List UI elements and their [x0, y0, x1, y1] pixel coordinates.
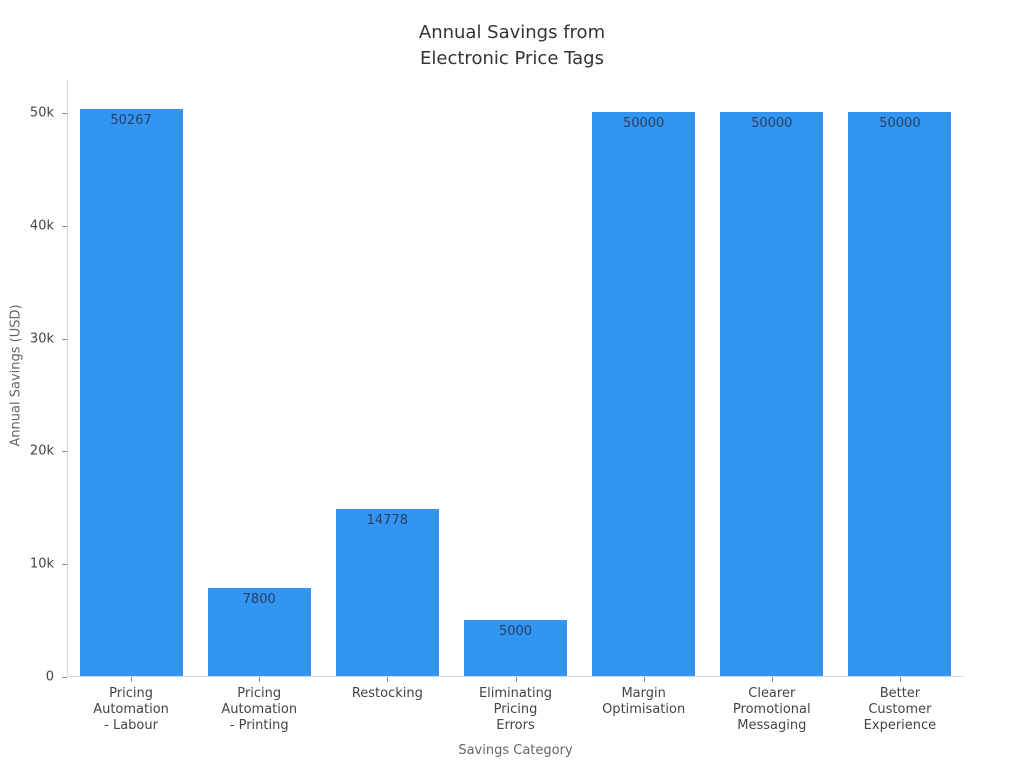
y-axis-line: [67, 80, 68, 677]
bar-value-label: 50000: [879, 116, 921, 131]
y-axis-title: Annual Savings (USD): [8, 304, 24, 447]
x-axis-category-label: Margin Optimisation: [602, 686, 686, 717]
y-axis-tick-label: 20k: [29, 443, 54, 459]
y-axis-tick: [62, 677, 67, 678]
bar: 14778: [335, 509, 439, 676]
bar-value-label: 5000: [498, 623, 533, 639]
y-axis-tick-label: 30k: [29, 331, 54, 347]
y-axis-tick-label: 50k: [29, 105, 54, 121]
y-axis-tick-label: 10k: [29, 556, 54, 572]
x-axis-tick: [899, 677, 901, 682]
x-axis-line: [67, 676, 964, 677]
x-axis-tick: [259, 677, 261, 682]
plot-area: 0 10k 20k 30k 40k 50k 50267 Pricing Automation …: [30, 80, 964, 733]
x-axis-category-label: Eliminating Pricing Errors: [478, 686, 553, 733]
x-axis-tick: [131, 677, 133, 682]
y-axis-tick: [62, 112, 67, 114]
bar-value-label: 14778: [366, 513, 409, 529]
bar: 50000: [720, 112, 824, 676]
bar: 7800: [207, 588, 311, 676]
bar: 50000: [848, 112, 952, 676]
y-axis-tick: [62, 338, 67, 340]
bar-value-label: 50267: [110, 112, 152, 128]
x-axis-tick: [643, 677, 645, 682]
x-axis-tick: [515, 677, 517, 682]
bar-value-label: 7800: [242, 592, 276, 608]
chart-title: Annual Savings from Electronic Price Tag…: [418, 22, 606, 69]
x-axis-category-label: Pricing Automation - Printing: [221, 686, 298, 733]
y-axis-tick: [62, 564, 67, 566]
x-axis-tick: [387, 677, 389, 682]
x-axis-tick: [771, 677, 773, 682]
bar: 50000: [592, 112, 696, 676]
x-axis-category-label: Clearer Promotional Messaging: [732, 686, 811, 733]
x-axis-category-label: Better Customer Experience: [863, 686, 937, 733]
bar-value-label: 50000: [751, 116, 793, 131]
x-axis-title: Savings Category: [458, 743, 573, 758]
x-axis-category-label: Restocking: [351, 686, 423, 701]
y-axis-tick: [62, 451, 67, 453]
y-axis-tick: [62, 225, 67, 227]
bar: 5000: [464, 619, 567, 676]
bar: 50267: [79, 108, 183, 676]
x-axis-category-label: Pricing Automation - Labour: [93, 686, 169, 733]
y-axis-tick-label: 0: [45, 669, 54, 685]
y-axis-tick-label: 40k: [29, 218, 54, 234]
bar-value-label: 50000: [622, 116, 665, 131]
